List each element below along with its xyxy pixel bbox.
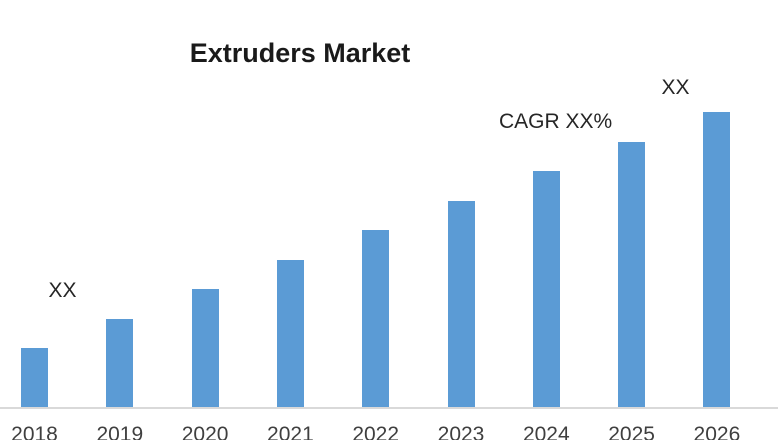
x-axis-line	[0, 407, 778, 409]
x-axis-label-2023: 2023	[437, 423, 485, 440]
bar-2026	[703, 112, 731, 407]
bar-2025	[618, 141, 646, 407]
bar-2019	[106, 318, 134, 407]
chart-title: Extruders Market	[189, 38, 411, 68]
bar-2022	[362, 230, 390, 407]
x-axis-label-2020: 2020	[181, 423, 229, 440]
x-axis-label-2019: 2019	[96, 423, 144, 440]
annotation-cagr: CAGR XX%	[499, 110, 613, 133]
x-axis-label-2026: 2026	[693, 423, 741, 440]
bar-2018	[21, 348, 48, 407]
x-axis-label-2025: 2025	[608, 423, 655, 440]
x-axis-label-2024: 2024	[522, 423, 570, 440]
bar-2021	[276, 259, 304, 407]
x-axis-label-2022: 2022	[352, 423, 400, 440]
x-axis-label-2021: 2021	[267, 423, 314, 440]
annotation-right-xx: XX	[661, 76, 690, 99]
annotation-left-xx: XX	[48, 279, 77, 302]
bar-2024	[532, 171, 560, 407]
bar-2020	[191, 289, 219, 407]
bar-2023	[447, 200, 475, 407]
x-axis-label-2018: 2018	[11, 423, 58, 440]
